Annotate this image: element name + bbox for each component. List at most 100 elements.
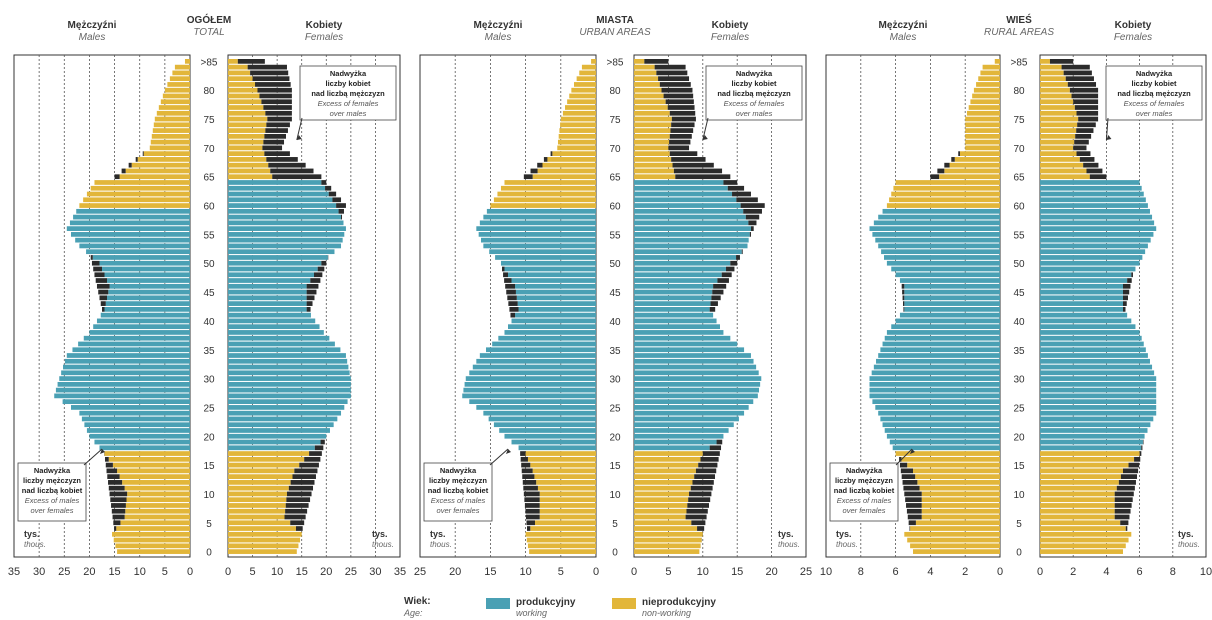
age-label: 15 bbox=[203, 461, 215, 472]
male-bar bbox=[70, 405, 190, 410]
female-bar bbox=[228, 105, 264, 110]
female-bar bbox=[634, 393, 758, 399]
female-bar bbox=[228, 422, 334, 428]
excess-females-note-box bbox=[299, 65, 397, 121]
female-bar bbox=[228, 433, 327, 439]
female-excess-bar bbox=[672, 162, 714, 168]
female-bar bbox=[228, 301, 307, 306]
male-bar bbox=[69, 220, 190, 226]
female-bar bbox=[1040, 497, 1115, 503]
female-bar bbox=[1040, 353, 1148, 358]
male-excess-bar bbox=[899, 456, 902, 462]
male-bar bbox=[878, 214, 1000, 220]
male-bar bbox=[511, 439, 596, 445]
female-tick-label: 25 bbox=[800, 566, 812, 578]
female-excess-bar bbox=[332, 197, 342, 203]
female-excess-bar bbox=[1067, 82, 1097, 87]
male-bar bbox=[57, 381, 191, 387]
female-excess-bar bbox=[659, 82, 691, 87]
female-bar bbox=[1040, 485, 1117, 491]
female-excess-bar bbox=[671, 122, 695, 128]
males-header-en: Males bbox=[485, 32, 512, 43]
female-bar bbox=[1040, 422, 1151, 428]
female-excess-bar bbox=[299, 462, 319, 468]
female-excess-bar bbox=[338, 208, 344, 214]
male-bar bbox=[86, 428, 190, 433]
panel-title-en: RURAL AREAS bbox=[984, 27, 1054, 38]
female-excess-bar bbox=[1083, 162, 1099, 168]
age-label: 30 bbox=[1013, 375, 1025, 386]
female-excess-bar bbox=[1076, 128, 1094, 133]
age-label: 75 bbox=[1013, 115, 1025, 126]
male-excess-bar bbox=[900, 468, 913, 474]
female-bar bbox=[634, 226, 751, 231]
excess-males-note-text: liczby mężczyzn bbox=[835, 476, 893, 485]
female-bar bbox=[1040, 543, 1126, 549]
excess-females-arrow bbox=[296, 117, 303, 141]
female-bar bbox=[1040, 324, 1136, 330]
panel-title: OGÓŁEM bbox=[187, 13, 231, 26]
female-bar bbox=[228, 226, 346, 231]
female-excess-bar bbox=[255, 82, 291, 87]
male-bar bbox=[881, 249, 1000, 255]
female-excess-bar bbox=[711, 295, 721, 301]
female-excess-bar bbox=[695, 468, 717, 474]
male-excess-bar bbox=[95, 278, 108, 283]
male-bar bbox=[59, 376, 190, 381]
female-excess-bar bbox=[268, 162, 306, 168]
female-excess-bar bbox=[656, 70, 688, 76]
female-bar bbox=[1040, 243, 1148, 249]
female-bar bbox=[634, 531, 703, 537]
female-excess-bar bbox=[1123, 295, 1128, 301]
female-bar bbox=[228, 456, 305, 462]
male-bar bbox=[965, 133, 1000, 139]
female-bar bbox=[1040, 87, 1070, 93]
male-excess-bar bbox=[105, 456, 109, 462]
male-excess-bar bbox=[524, 497, 540, 503]
male-excess-bar bbox=[105, 462, 113, 468]
age-label: 5 bbox=[1016, 519, 1022, 530]
male-bar bbox=[464, 381, 596, 387]
excess-males-note-text: liczby mężczyzn bbox=[23, 476, 81, 485]
excess-females-note-text: Excess of females bbox=[1124, 99, 1185, 108]
female-excess-bar bbox=[264, 133, 286, 139]
male-excess-bar bbox=[99, 295, 108, 301]
male-excess-bar bbox=[944, 162, 950, 168]
male-bar bbox=[469, 370, 596, 376]
female-excess-bar bbox=[294, 468, 318, 474]
male-bar bbox=[120, 520, 190, 526]
female-bar bbox=[228, 191, 329, 197]
male-excess-bar bbox=[909, 526, 911, 531]
female-bar bbox=[1040, 549, 1123, 554]
female-excess-bar bbox=[237, 59, 265, 64]
male-bar bbox=[869, 393, 1000, 399]
male-tick-label: 5 bbox=[162, 566, 168, 578]
excess-males-note-text: Excess of males bbox=[25, 496, 80, 505]
male-excess-bar bbox=[907, 514, 922, 520]
male-bar bbox=[500, 185, 596, 191]
male-bar bbox=[907, 462, 1000, 468]
female-bar bbox=[228, 208, 339, 214]
female-excess-bar bbox=[306, 301, 313, 306]
female-bar bbox=[1040, 76, 1066, 82]
excess-males-note-text: Nadwyżka bbox=[34, 466, 71, 475]
female-bar bbox=[228, 387, 351, 393]
male-bar bbox=[516, 295, 596, 301]
excess-males-note-text: Excess of males bbox=[431, 496, 486, 505]
female-bar bbox=[1040, 312, 1128, 318]
age-label: 35 bbox=[1013, 346, 1025, 357]
excess-males-note-text: over females bbox=[437, 506, 480, 515]
age-label: 50 bbox=[203, 259, 215, 270]
female-bar bbox=[1040, 491, 1115, 497]
age-label: >85 bbox=[201, 57, 218, 68]
female-excess-bar bbox=[736, 197, 758, 203]
female-bar bbox=[1040, 110, 1077, 116]
female-bar bbox=[228, 520, 291, 526]
male-bar bbox=[567, 99, 596, 105]
male-bar bbox=[973, 87, 1000, 93]
male-tick-label: 15 bbox=[484, 566, 496, 578]
male-bar bbox=[108, 289, 190, 295]
male-bar bbox=[66, 353, 190, 358]
male-bar bbox=[970, 99, 1000, 105]
female-excess-bar bbox=[290, 480, 315, 485]
